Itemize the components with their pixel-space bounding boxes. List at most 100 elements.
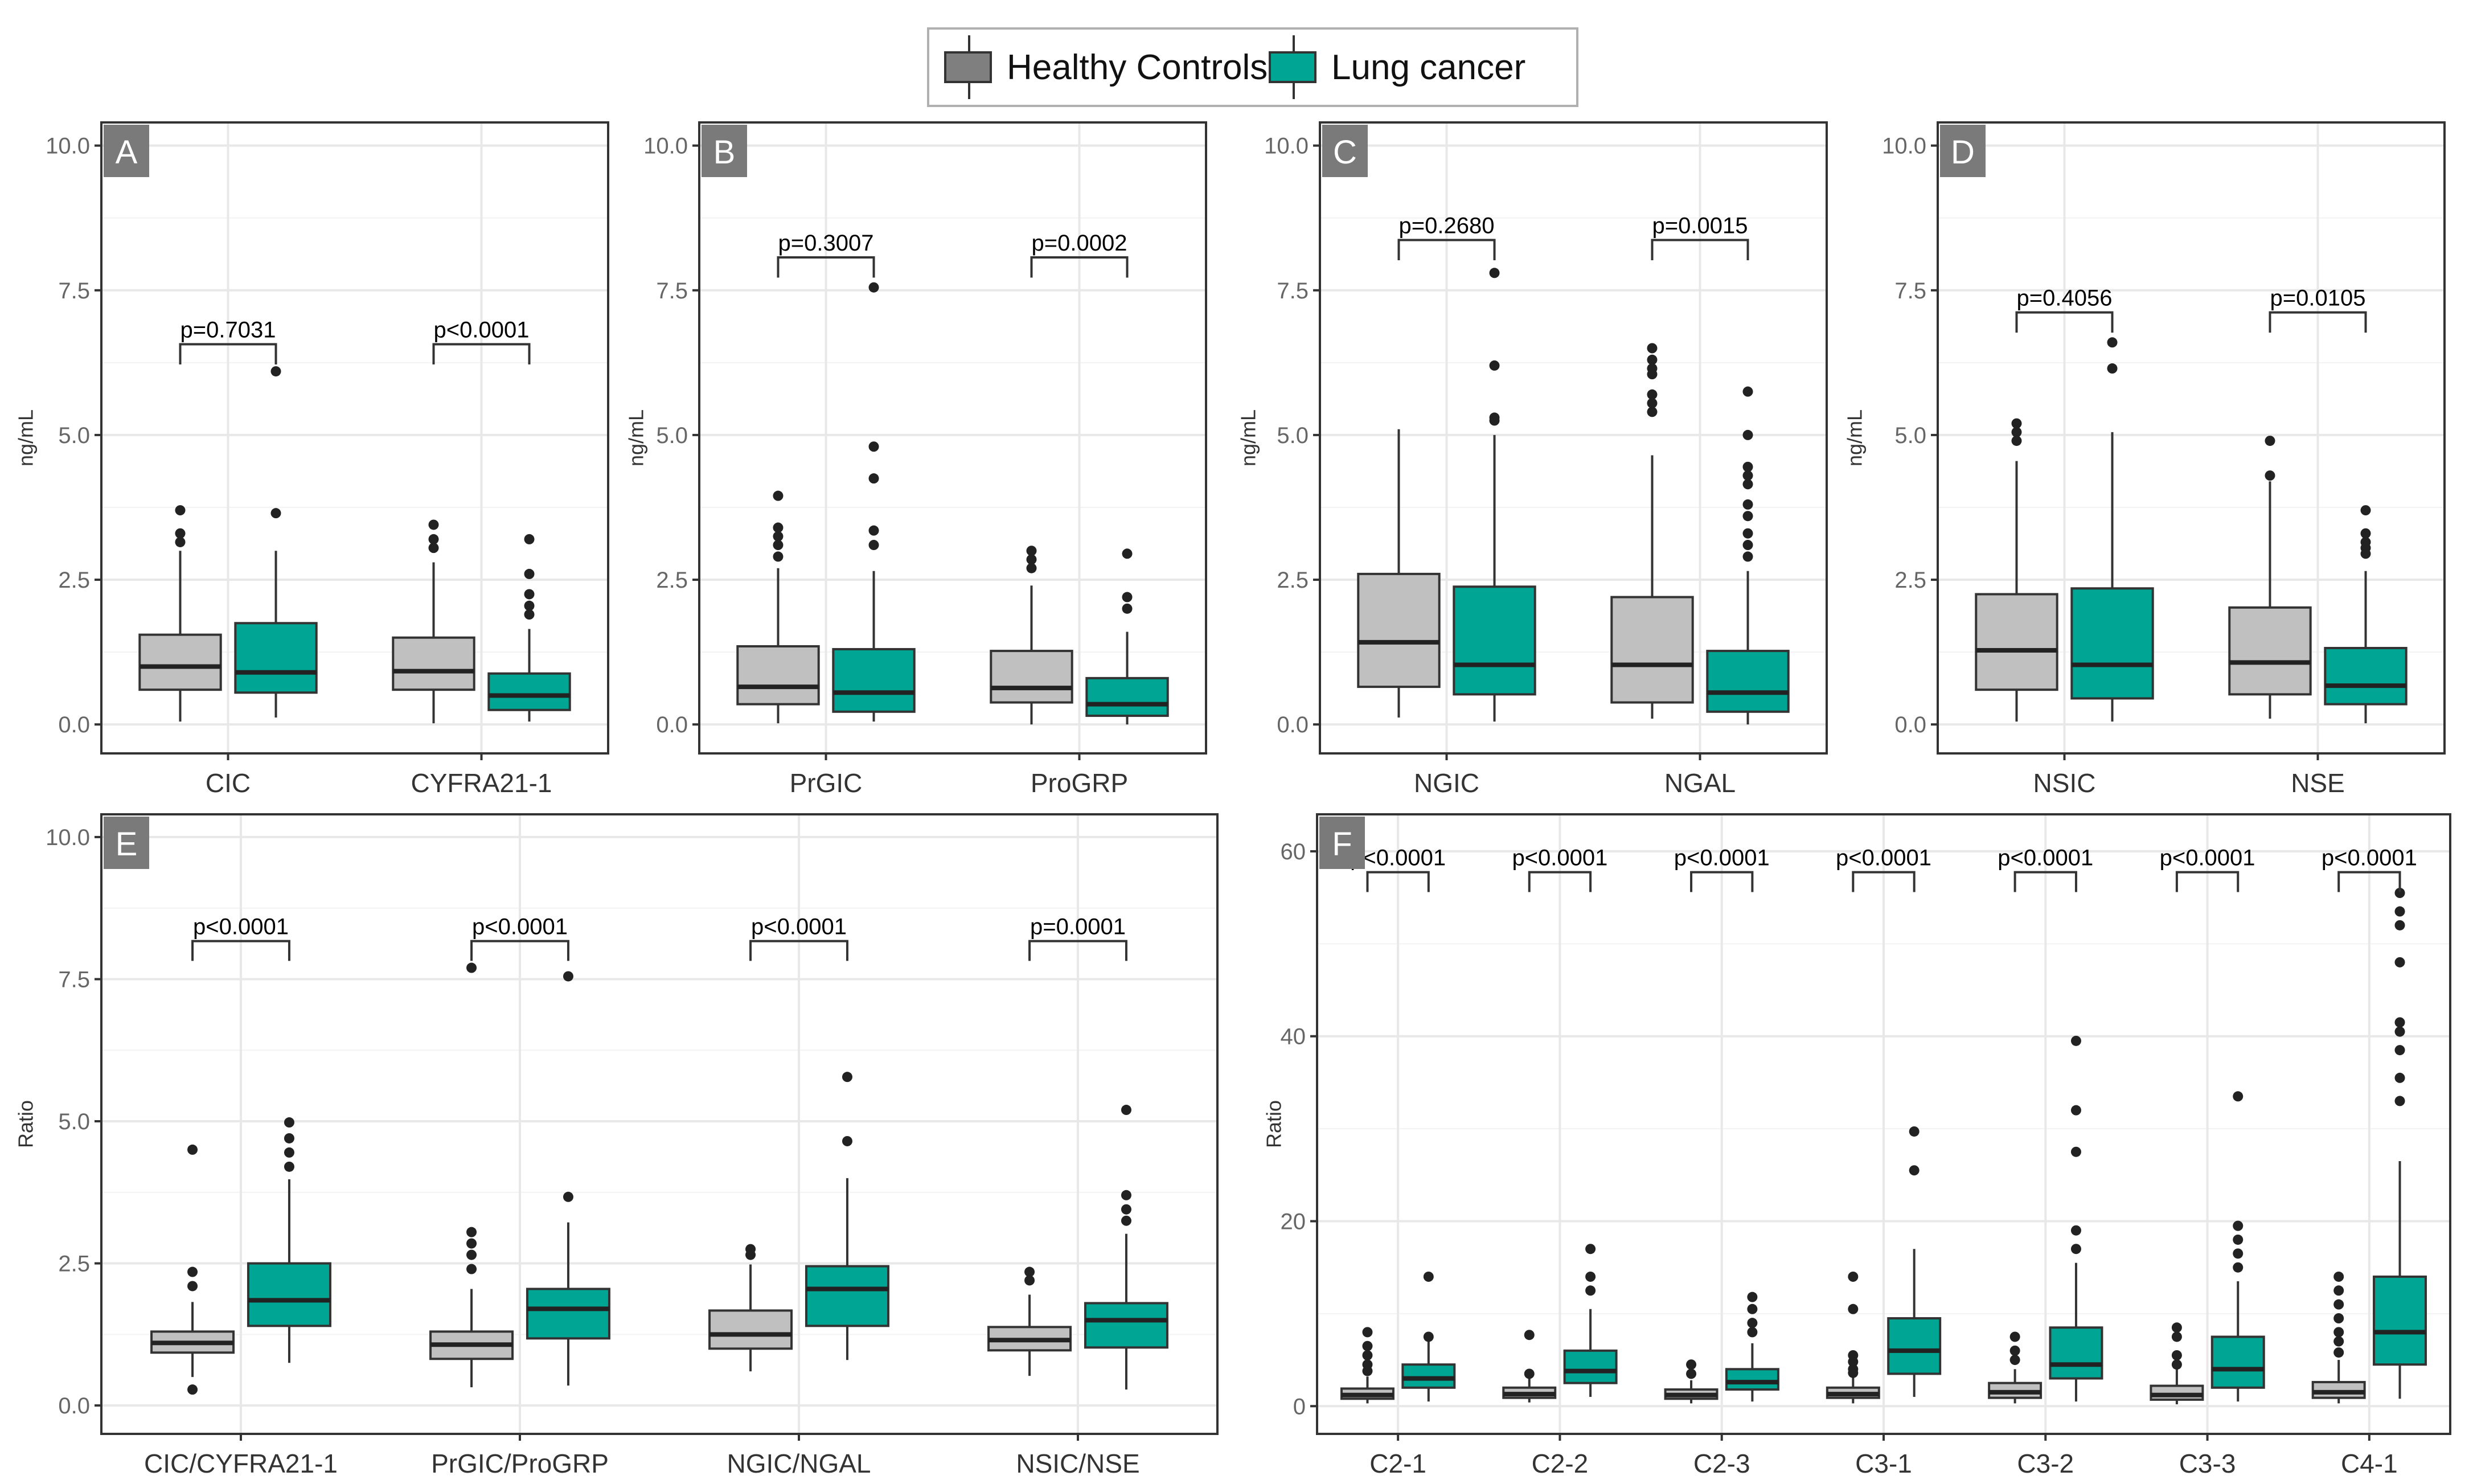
panel-a-box-cyfra21-1-lung-cancer-outlier-2 bbox=[524, 589, 535, 600]
panel-c-box-ngal-lung-cancer-outlier-5 bbox=[1742, 479, 1753, 490]
panel-f-box-c2-2-lung-cancer-outlier-1 bbox=[1585, 1271, 1596, 1282]
panel-f-box-c3-3-healthy-controls bbox=[2150, 1322, 2204, 1405]
panel-a-box-cic-healthy-controls bbox=[138, 505, 222, 722]
panel-f-box-c2-1-healthy-controls-outlier-4 bbox=[1362, 1327, 1373, 1338]
panel-b-box-progrp-healthy-controls bbox=[990, 546, 1073, 725]
panel-f-box-c3-1-lung-cancer-outlier-0 bbox=[1909, 1165, 1920, 1176]
panel-b-box-prgic-healthy-controls-outlier-3 bbox=[773, 522, 784, 533]
panel-b-pvalue-bracket-0 bbox=[777, 256, 875, 278]
panel-e-pvalue-label-1: p<0.0001 bbox=[472, 915, 568, 940]
panel-f-xtick-label-0: C2-1 bbox=[1369, 1449, 1426, 1478]
panel-e-box-nsic-nse-lung-cancer-outlier-0 bbox=[1121, 1215, 1131, 1226]
panel-b-box-progrp-healthy-controls-outlier-0 bbox=[1026, 563, 1037, 573]
panel-e-box-cic-cyfra21-1-healthy-controls-outlier-2 bbox=[187, 1266, 198, 1277]
panel-b-ytick-label-3: 7.5 bbox=[656, 278, 688, 304]
panel-c-pvalue-label-1: p=0.0015 bbox=[1652, 214, 1748, 239]
panel-e-box-cic-cyfra21-1-lung-cancer-outlier-2 bbox=[284, 1133, 294, 1143]
panel-c-box-ngal-healthy-controls bbox=[1610, 343, 1694, 719]
panel-c-box-ngal-lung-cancer-iqr bbox=[1706, 650, 1790, 713]
panel-c-ylabel: ng/mL bbox=[1237, 409, 1260, 466]
panel-a-box-cyfra21-1-healthy-controls-outlier-0 bbox=[428, 543, 439, 554]
panel-e-ytick-label-3: 7.5 bbox=[58, 967, 90, 992]
panel-a-box-cic-lung-cancer-outlier-0 bbox=[270, 508, 281, 519]
panel-f-box-c2-3-lung-cancer-outlier-0 bbox=[1747, 1327, 1758, 1338]
panel-e-ytick-label-1: 2.5 bbox=[58, 1252, 90, 1277]
panel-a-xtick-label-1: CYFRA21-1 bbox=[411, 768, 552, 798]
panel-c-box-ngal-lung-cancer-outlier-3 bbox=[1742, 511, 1753, 522]
panel-e-letter: E bbox=[116, 826, 138, 863]
panel-f-box-c3-1-healthy-controls-outlier-5 bbox=[1848, 1271, 1859, 1282]
panel-d-box-nse-lung-cancer-outlier-2 bbox=[2360, 536, 2371, 547]
panel-a-box-cyfra21-1-lung-cancer-outlier-1 bbox=[524, 600, 535, 611]
panel-f-pvalue-label-0: p<0.0001 bbox=[1350, 846, 1446, 871]
panel-e-xtick-label-0: CIC/CYFRA21-1 bbox=[144, 1449, 338, 1478]
panel-a-box-cic-healthy-controls-outlier-0 bbox=[175, 536, 186, 547]
panel-f-box-c3-3-healthy-controls-iqr bbox=[2150, 1384, 2204, 1401]
panel-e-box-cic-cyfra21-1-healthy-controls-outlier-1 bbox=[187, 1281, 198, 1292]
panel-f-ytick-label-0: 0 bbox=[1293, 1394, 1306, 1419]
panel-f-box-c4-1-healthy-controls-outlier-6 bbox=[2333, 1271, 2344, 1282]
panel-c-box-ngal-healthy-controls-outlier-2 bbox=[1647, 389, 1658, 400]
panel-a-letter-badge bbox=[104, 125, 149, 177]
panel-b-letter-badge bbox=[702, 125, 747, 177]
panel-e-pvalue-bracket-1 bbox=[470, 940, 569, 961]
panel-e-ylabel: Ratio bbox=[14, 1100, 38, 1148]
panel-e-box-ngic-ngal-lung-cancer-outlier-0 bbox=[842, 1135, 852, 1146]
panel-f-box-c2-1-healthy-controls-outlier-1 bbox=[1362, 1359, 1373, 1370]
panel-f-box-c2-2-healthy-controls bbox=[1502, 1330, 1557, 1403]
panel-f-box-c2-1-healthy-controls bbox=[1340, 1327, 1395, 1404]
panel-f-box-c2-2-lung-cancer-iqr bbox=[1563, 1349, 1618, 1384]
panel-f-box-c4-1-healthy-controls-outlier-2 bbox=[2333, 1327, 2344, 1338]
panel-f-box-c2-1-healthy-controls-outlier-3 bbox=[1362, 1340, 1373, 1351]
panel-d-box-nse-lung-cancer-outlier-4 bbox=[2360, 505, 2371, 516]
panel-b-box-prgic-healthy-controls bbox=[736, 490, 820, 724]
panel-c-letter-badge bbox=[1322, 125, 1368, 177]
panel-c-box-ngal-lung-cancer-outlier-8 bbox=[1742, 429, 1753, 440]
panel-b-box-progrp-lung-cancer-outlier-0 bbox=[1122, 603, 1133, 614]
panel-b-ytick-label-1: 2.5 bbox=[656, 568, 688, 593]
panel-a-box-cic-lung-cancer-iqr bbox=[234, 622, 318, 694]
panel-d-box-nse-healthy-controls bbox=[2228, 436, 2312, 719]
panel-c-box-ngal-lung-cancer-outlier-9 bbox=[1742, 386, 1753, 397]
panel-f-pvalue-label-3: p<0.0001 bbox=[1836, 846, 1931, 871]
panel-e-box-cic-cyfra21-1-lung-cancer-outlier-3 bbox=[284, 1117, 294, 1128]
panel-b-box-prgic-healthy-controls-outlier-0 bbox=[773, 551, 784, 562]
panel-b-xtick-label-1: ProGRP bbox=[1031, 768, 1128, 798]
panel-a-ytick-label-0: 0.0 bbox=[58, 712, 90, 737]
panel-f-box-c4-1-lung-cancer-outlier-5 bbox=[2394, 957, 2405, 968]
panel-e-ytick-label-2: 5.0 bbox=[58, 1109, 90, 1134]
panel-a-box-cic-healthy-controls-outlier-2 bbox=[175, 505, 186, 516]
panel-e-box-prgic-progrp-healthy-controls-outlier-0 bbox=[466, 1264, 477, 1274]
panel-e-box-ngic-ngal-healthy-controls bbox=[708, 1244, 793, 1372]
panel-f-pvalue-label-1: p<0.0001 bbox=[1512, 846, 1607, 871]
panel-e-box-ngic-ngal-lung-cancer-iqr bbox=[805, 1265, 889, 1327]
panel-d-xtick-label-1: NSE bbox=[2291, 768, 2345, 798]
panel-f-box-c4-1-healthy-controls-outlier-0 bbox=[2333, 1347, 2344, 1358]
panel-f-box-c2-3-lung-cancer-iqr bbox=[1725, 1368, 1779, 1391]
panel-f-box-c3-1-healthy-controls-outlier-3 bbox=[1848, 1350, 1859, 1360]
panel-f-box-c3-2-lung-cancer-outlier-3 bbox=[2070, 1105, 2081, 1116]
panel-f-box-c4-1-healthy-controls-outlier-3 bbox=[2333, 1313, 2344, 1324]
panel-c-box-ngal-healthy-controls-outlier-0 bbox=[1647, 407, 1658, 417]
panel-f-box-c3-3-lung-cancer-iqr bbox=[2210, 1335, 2265, 1389]
panel-f-box-c2-3-lung-cancer-outlier-3 bbox=[1747, 1292, 1758, 1302]
panel-b-box-prgic-healthy-controls-outlier-1 bbox=[773, 540, 784, 551]
panel-f-box-c3-3-healthy-controls-outlier-2 bbox=[2171, 1331, 2182, 1342]
panel-b-ytick-label-4: 10.0 bbox=[643, 134, 688, 159]
panel-f-pvalue-bracket-5 bbox=[2175, 871, 2240, 892]
panel-f-box-c2-2-healthy-controls-outlier-1 bbox=[1524, 1330, 1535, 1340]
panel-f-box-c4-1-lung-cancer bbox=[2373, 888, 2427, 1399]
panel-d-box-nse-healthy-controls-iqr bbox=[2228, 606, 2312, 696]
panel-e-letter-badge bbox=[104, 817, 149, 869]
panel-b-box-prgic-lung-cancer-outlier-0 bbox=[868, 540, 879, 551]
panel-d-box-nsic-lung-cancer bbox=[2070, 337, 2154, 722]
panel-a-ytick-label-3: 7.5 bbox=[58, 278, 90, 304]
panel-f-pvalue-bracket-2 bbox=[1690, 871, 1754, 892]
panel-c-letter: C bbox=[1333, 134, 1357, 171]
panel-a-box-cyfra21-1-lung-cancer-iqr bbox=[487, 672, 571, 711]
panel-f-box-c4-1-lung-cancer-outlier-8 bbox=[2394, 888, 2405, 899]
panel-f-xtick-label-2: C2-3 bbox=[1693, 1449, 1750, 1478]
panel-b-pvalue-bracket-1 bbox=[1030, 256, 1129, 278]
panel-c-box-ngal-lung-cancer-outlier-6 bbox=[1742, 470, 1753, 481]
